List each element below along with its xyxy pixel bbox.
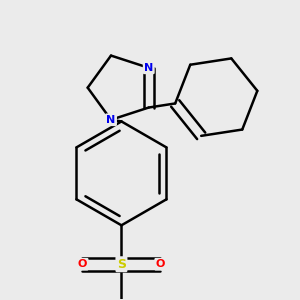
Text: N: N	[106, 115, 116, 125]
Text: S: S	[117, 258, 126, 271]
Text: N: N	[144, 63, 153, 73]
Text: O: O	[156, 259, 165, 269]
Text: O: O	[78, 259, 87, 269]
